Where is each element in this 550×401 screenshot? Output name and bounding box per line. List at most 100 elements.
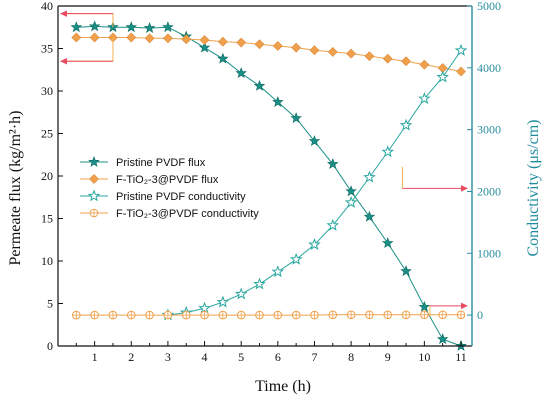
data-point: [291, 42, 302, 53]
series-1: [71, 32, 466, 77]
x-tick-label: 8: [348, 350, 354, 364]
data-point: [272, 41, 283, 51]
data-point: [346, 310, 356, 320]
data-point: [418, 92, 431, 105]
data-point: [363, 170, 376, 183]
series-0: [70, 20, 467, 351]
series-layer: [70, 20, 468, 351]
data-point: [454, 43, 468, 56]
data-point: [70, 21, 83, 33]
annotation-arrow-3: [429, 302, 468, 317]
data-point: [456, 310, 466, 320]
series-3: [72, 310, 466, 320]
data-point: [253, 79, 266, 91]
y-left-tick-label: 5: [47, 297, 53, 311]
data-point: [200, 310, 209, 320]
data-point: [217, 36, 228, 47]
legend-marker: [87, 189, 101, 202]
data-point: [217, 52, 229, 64]
data-point: [419, 59, 430, 70]
legend-label: Pristine PVDF conductivity: [116, 191, 246, 203]
annotation-arrow-2: [401, 166, 468, 192]
data-point: [346, 48, 357, 59]
x-tick-label: 3: [165, 350, 171, 364]
legend-marker: [89, 174, 99, 184]
y-right-tick-label: 4000: [477, 61, 501, 75]
data-point: [383, 310, 393, 320]
legend-marker: [88, 155, 100, 167]
data-point: [143, 22, 156, 33]
data-point: [310, 310, 319, 320]
y-right-tick-label: 2000: [477, 184, 501, 198]
data-point: [71, 32, 82, 43]
data-point: [72, 310, 81, 320]
data-point: [399, 118, 413, 131]
data-point: [181, 310, 191, 320]
data-point: [400, 265, 412, 277]
y-left-tick-label: 35: [41, 42, 53, 56]
data-point: [108, 310, 118, 320]
legend-label: Pristine PVDF flux: [116, 157, 206, 169]
data-point: [436, 333, 449, 345]
data-point: [456, 66, 466, 77]
arrow-head: [461, 185, 468, 192]
x-tick-label: 9: [385, 350, 391, 364]
series-line: [76, 25, 462, 347]
legend-entry-3: F-TiO₂-3@PVDF conductivity: [80, 208, 259, 220]
y-left-tick-label: 25: [41, 127, 53, 141]
data-point: [273, 310, 283, 320]
data-point: [126, 310, 136, 320]
y-left-tick-label: 40: [41, 0, 53, 13]
data-point: [89, 32, 100, 43]
y-right-tick-label: 1000: [477, 246, 501, 260]
data-point: [162, 21, 174, 33]
y-right-tick-label: 0: [477, 308, 483, 322]
data-point: [436, 70, 449, 83]
data-point: [308, 135, 321, 147]
data-point: [365, 310, 374, 320]
arrow-head: [461, 302, 468, 310]
series-line: [76, 36, 462, 72]
y-right-tick-label: 5000: [477, 0, 501, 13]
data-point: [198, 301, 211, 314]
legend-label: F-TiO₂-3@PVDF conductivity: [116, 208, 259, 220]
data-point: [90, 310, 99, 320]
annotation-arrow-1: [60, 37, 114, 65]
y-left-tick-label: 20: [41, 169, 53, 183]
y-left-tick-label: 30: [41, 84, 53, 98]
x-tick-label: 10: [418, 350, 430, 364]
data-point: [271, 265, 285, 278]
y-left-tick-label: 0: [47, 339, 53, 353]
data-point: [198, 41, 211, 53]
data-point: [289, 252, 303, 265]
data-point: [382, 53, 393, 64]
data-point: [309, 45, 320, 56]
data-point: [218, 310, 228, 320]
data-point: [125, 21, 138, 33]
arrow-head: [60, 58, 67, 65]
data-point: [88, 20, 101, 32]
data-point: [254, 39, 265, 50]
data-point: [235, 67, 247, 79]
legend-entry-0: Pristine PVDF flux: [80, 155, 206, 169]
y-axis-title-right: Conductivity (μs/cm): [525, 119, 542, 256]
data-point: [364, 51, 375, 62]
x-tick-label: 1: [92, 350, 98, 364]
data-point: [363, 210, 376, 222]
data-point: [162, 33, 173, 44]
x-tick-label: 7: [311, 350, 317, 364]
data-point: [401, 310, 411, 320]
data-point: [145, 310, 154, 320]
data-point: [126, 32, 137, 43]
data-point: [327, 158, 339, 169]
data-point: [291, 310, 301, 320]
data-point: [401, 56, 411, 67]
axes-layer: 1 2 3 4 5 6 7 8 9 10 11 0 5 10 15 20 25 30 35 40 0 1000 2000 30…: [41, 0, 501, 364]
y-left-tick-label: 10: [41, 254, 53, 268]
data-point: [328, 310, 338, 320]
data-point: [420, 310, 429, 320]
data-point: [381, 237, 394, 249]
legend-label: F-TiO₂-3@PVDF flux: [116, 174, 219, 186]
y-right-tick-label: 3000: [477, 123, 501, 137]
